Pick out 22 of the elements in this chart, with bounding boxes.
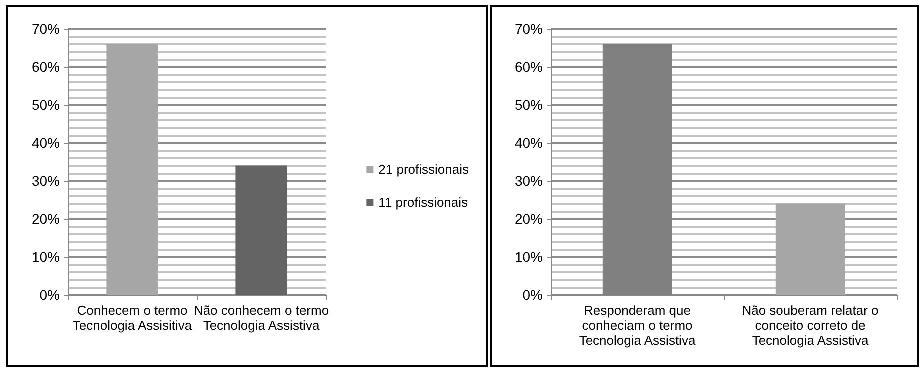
y-tick-label: 10% bbox=[514, 249, 543, 265]
x-tick-label: Responderam que conheciam o termo Tecnologia Assistiva bbox=[579, 303, 696, 348]
x-tick-label: Não conhecem o termo Tecnologia Assistiva bbox=[194, 303, 330, 333]
y-tick-label: 60% bbox=[32, 59, 60, 75]
y-tick-label: 10% bbox=[32, 249, 60, 265]
y-tick-label: 40% bbox=[514, 135, 543, 151]
y-tick-label: 40% bbox=[32, 135, 60, 151]
legend-label: 11 profissionais bbox=[378, 195, 469, 210]
y-tick-label: 20% bbox=[32, 211, 60, 227]
y-tick-label: 30% bbox=[514, 173, 543, 189]
y-tick-label: 70% bbox=[514, 21, 543, 37]
x-tick-label: Conhecem o termo Tecnologia Assisitiva bbox=[72, 303, 193, 333]
y-tick-label: 50% bbox=[32, 97, 60, 113]
legend-label: 21 profissionais bbox=[378, 162, 470, 177]
y-tick-label: 70% bbox=[32, 21, 60, 37]
y-tick-label: 30% bbox=[32, 173, 60, 189]
x-tick-label: Não souberam relatar o conceito correto de Tecnologia Assistiva bbox=[742, 303, 879, 348]
y-tick-label: 0% bbox=[522, 287, 543, 303]
y-tick-label: 0% bbox=[40, 287, 60, 303]
y-tick-label: 20% bbox=[514, 211, 543, 227]
y-tick-label: 50% bbox=[514, 97, 543, 113]
y-tick-label: 60% bbox=[514, 59, 543, 75]
